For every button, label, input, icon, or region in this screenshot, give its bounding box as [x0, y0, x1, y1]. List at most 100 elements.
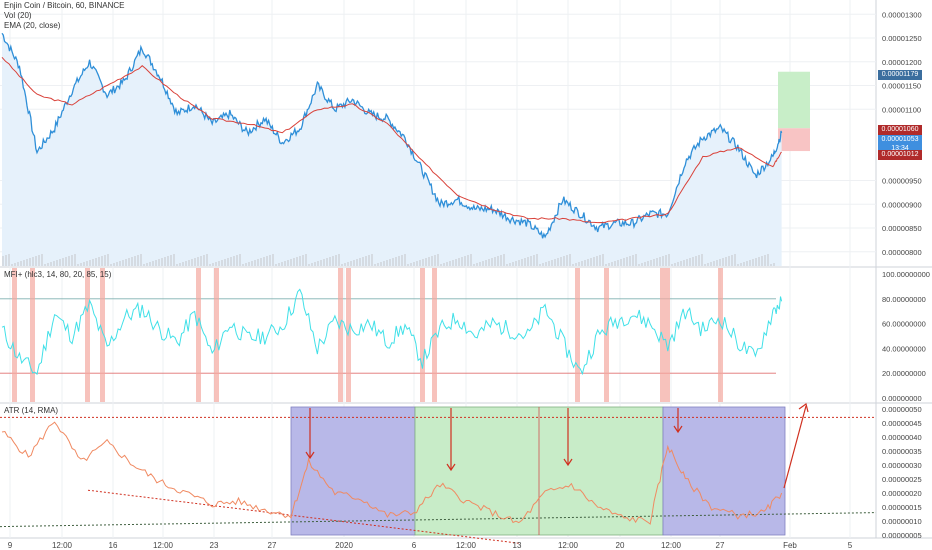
volume-bar — [203, 255, 205, 266]
x-tick-label: 16 — [109, 541, 118, 550]
volume-bar — [710, 262, 712, 266]
axes: 9 12:00 16 12:00 23 27 2020 6 12:00 13 12:00 20 12:0… — [8, 10, 930, 550]
volume-bar — [119, 261, 121, 266]
volume-bar — [428, 257, 430, 266]
mfi-pane[interactable] — [0, 268, 783, 402]
x-tick-label: 12:00 — [558, 541, 579, 550]
volume-bar — [176, 264, 178, 266]
volume-bar — [149, 262, 151, 266]
volume-bar — [140, 254, 142, 266]
atr-tick-label: 0.00000050 — [882, 405, 922, 414]
arrow-up — [783, 405, 807, 489]
volume-bar — [401, 255, 403, 266]
ema-legend[interactable]: EMA (20, close) — [4, 21, 61, 30]
volume-bar — [551, 260, 553, 266]
volume-bar — [197, 257, 199, 266]
volume-bar — [764, 255, 766, 266]
volume-legend[interactable]: Vol (20) — [4, 11, 32, 20]
volume-bar — [419, 260, 421, 266]
volume-bar — [215, 262, 217, 266]
volume-bar — [245, 263, 247, 266]
volume-bar — [572, 264, 574, 266]
volume-bar — [266, 256, 268, 266]
price-tick-label: 0.00001100 — [882, 105, 921, 114]
volume-bar — [62, 258, 64, 266]
x-tick-label: 9 — [8, 541, 13, 550]
volume-bar — [614, 261, 616, 266]
volume-bar — [704, 264, 706, 266]
mfi-legend[interactable]: MFI+ (hlc3, 14, 80, 20, 85, 15) — [4, 270, 112, 279]
volume-bar — [41, 254, 43, 266]
atr-tick-label: 0.00000045 — [882, 419, 922, 428]
volume-bar — [128, 258, 130, 266]
symbol-title[interactable]: Enjin Coin / Bitcoin, 60, BINANCE — [4, 1, 125, 10]
volume-bar — [497, 256, 499, 266]
volume-bar — [692, 257, 694, 266]
volume-bar — [77, 264, 79, 266]
volume-bar — [275, 264, 277, 266]
volume-bar — [530, 256, 532, 266]
x-tick-label: 20 — [616, 541, 625, 550]
volume-bar — [155, 260, 157, 266]
volume-bar — [323, 259, 325, 266]
volume-bar — [200, 256, 202, 266]
volume-bar — [332, 256, 334, 266]
volume-bar — [17, 262, 19, 266]
volume-bar — [47, 263, 49, 266]
volume-bar — [425, 258, 427, 266]
price-tick-label: 0.00001250 — [882, 34, 922, 43]
volume-bar — [617, 260, 619, 266]
price-pane[interactable] — [1, 32, 810, 266]
x-tick-label: 27 — [716, 541, 725, 550]
volume-bar — [413, 262, 415, 266]
volume-bar — [335, 255, 337, 266]
volume-bar — [242, 264, 244, 266]
volume-bar — [191, 259, 193, 266]
volume-bar — [626, 257, 628, 266]
volume-bar — [680, 261, 682, 266]
volume-bar — [248, 262, 250, 266]
volume-bar — [719, 259, 721, 266]
volume-bar — [773, 263, 775, 266]
atr-tick-label: 0.00000025 — [882, 475, 922, 484]
arrow-up-head — [798, 402, 809, 413]
volume-bar — [473, 264, 475, 266]
volume-bar — [308, 264, 310, 266]
volume-bar — [548, 261, 550, 266]
volume-bar — [512, 262, 514, 266]
volume-bar — [740, 263, 742, 266]
volume-bar — [500, 255, 502, 266]
mfi-signal-band — [718, 268, 723, 402]
volume-bar — [524, 258, 526, 266]
volume-bar — [554, 259, 556, 266]
volume-bar — [320, 260, 322, 266]
volume-bar — [455, 259, 457, 266]
volume-bar — [716, 260, 718, 266]
volume-bar — [638, 264, 640, 266]
volume-bar — [440, 264, 442, 266]
volume-bar — [230, 257, 232, 266]
volume-bar — [569, 254, 571, 266]
volume-bar — [362, 257, 364, 266]
atr-pane[interactable] — [0, 402, 877, 544]
volume-bar — [299, 256, 301, 266]
volume-bar — [587, 259, 589, 266]
volume-bar — [515, 261, 517, 266]
volume-bar — [470, 254, 472, 266]
volume-bar — [98, 257, 100, 266]
volume-bar — [263, 257, 265, 266]
volume-bar — [503, 254, 505, 266]
volume-bar — [575, 263, 577, 266]
volume-bar — [533, 255, 535, 266]
volume-bar — [458, 258, 460, 266]
volume-bar — [557, 258, 559, 266]
volume-bar — [86, 261, 88, 266]
volume-bar — [380, 262, 382, 266]
atr-legend[interactable]: ATR (14, RMA) — [4, 406, 59, 415]
volume-bar — [647, 261, 649, 266]
volume-bar — [686, 259, 688, 266]
volume-bar — [398, 256, 400, 266]
price-tick-label: 0.00000850 — [882, 224, 922, 233]
volume-bar — [350, 261, 352, 266]
